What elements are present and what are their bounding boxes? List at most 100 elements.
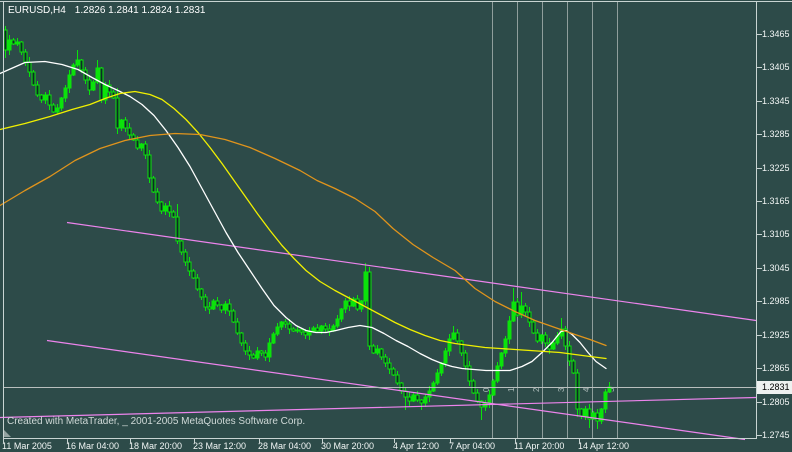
candle-body — [95, 67, 100, 83]
candle-body — [467, 365, 472, 382]
ma-slow-orange[interactable] — [0, 132, 607, 347]
candle-body — [3, 29, 8, 51]
candle-body — [287, 323, 292, 330]
candle-body — [147, 154, 152, 179]
candle-body — [75, 59, 80, 66]
candle-body — [55, 107, 60, 113]
candle-body — [507, 320, 512, 340]
candle-body — [47, 94, 52, 106]
candle-body — [583, 408, 588, 417]
candle-body — [87, 79, 92, 91]
candle-body — [11, 39, 16, 45]
candle-body — [535, 332, 540, 342]
candle-body — [407, 396, 412, 402]
candle-body — [155, 191, 160, 203]
candle-body — [143, 143, 148, 156]
candle-body — [271, 333, 276, 344]
candle-body — [27, 61, 32, 73]
candle-body — [59, 97, 64, 109]
candle-body — [451, 332, 456, 340]
price-axis-label-1.2745: 1.2745 — [762, 430, 790, 440]
vertical-line-label-0: 0 — [482, 387, 491, 392]
candle-body — [299, 329, 304, 333]
candle-body — [447, 338, 452, 352]
chart-frame — [0, 1, 792, 443]
current-price-badge: 1.2831 — [757, 380, 792, 394]
candle-body — [243, 342, 248, 352]
candle-body — [79, 59, 84, 71]
candle-body — [91, 81, 96, 91]
candle-body — [415, 394, 420, 401]
descending-channel-lower[interactable] — [46, 339, 746, 441]
trendlines-group — [0, 221, 757, 441]
candle-body — [439, 362, 444, 374]
candle-body — [251, 354, 256, 359]
vertical-line-label-4: 4 — [582, 387, 591, 392]
chart-title: EURUSD,H4 1.2826 1.2841 1.2824 1.2831 — [8, 5, 205, 16]
candle-body — [543, 334, 548, 344]
candle-body — [391, 368, 396, 376]
ma-fast-white[interactable] — [0, 60, 607, 372]
candle-body — [267, 342, 272, 358]
candle-body — [239, 332, 244, 344]
vertical-line-label-1: 1 — [507, 387, 516, 392]
scroll-anchor-triangle[interactable] — [4, 430, 11, 437]
candle-body — [31, 71, 36, 86]
time-axis-label: 18 Mar 20:00 — [129, 441, 183, 451]
candle-body — [231, 310, 236, 323]
candle-body — [371, 345, 376, 354]
ascending-trendline[interactable] — [0, 396, 757, 419]
candle-body — [343, 300, 348, 310]
candle-body — [39, 94, 44, 101]
candle-body — [23, 51, 28, 63]
candle-body — [167, 205, 172, 213]
candle-body — [579, 408, 584, 417]
candle-body — [227, 303, 232, 312]
candle-body — [531, 321, 536, 334]
candle-body — [207, 306, 212, 310]
candle-body — [571, 360, 576, 374]
candle-body — [591, 412, 596, 420]
candle-body — [319, 325, 324, 332]
copyright-label: Created with MetaTrader, _ 2001-2005 Met… — [7, 416, 306, 427]
time-axis-label: 14 Apr 12:00 — [578, 441, 630, 451]
candle-body — [295, 329, 300, 332]
candle-body — [7, 39, 12, 51]
time-axis-label: 16 Mar 04:00 — [66, 441, 120, 451]
price-axis-label-1.2985: 1.2985 — [762, 296, 790, 306]
candle-body — [71, 64, 76, 76]
ohlc-quote-label: 1.2826 1.2841 1.2824 1.2831 — [74, 5, 206, 16]
candle-body — [67, 74, 72, 89]
time-axis-label: 7 Apr 04:00 — [449, 441, 496, 451]
price-axis-label-1.3165: 1.3165 — [762, 196, 790, 206]
candle-body — [539, 334, 544, 342]
time-axis-label: 11 Apr 20:00 — [514, 441, 565, 451]
candle-body — [455, 332, 460, 342]
candle-body — [135, 139, 140, 149]
candle-body — [187, 261, 192, 272]
symbol-period-label: EURUSD,H4 — [8, 5, 66, 16]
price-axis-label-1.2805: 1.2805 — [762, 397, 790, 407]
candle-body — [151, 177, 156, 193]
price-axis-label-1.2925: 1.2925 — [762, 330, 790, 340]
candle-body — [595, 412, 600, 422]
moving-averages-group — [0, 60, 607, 372]
descending-channel-upper[interactable] — [66, 221, 757, 322]
candle-body — [515, 301, 520, 316]
candle-body — [275, 326, 280, 335]
candle-body — [35, 84, 40, 96]
candle-body — [63, 87, 68, 99]
candle-body — [123, 119, 128, 129]
candle-body — [107, 84, 112, 93]
candle-body — [563, 328, 568, 347]
candle-body — [303, 331, 308, 336]
candle-body — [479, 400, 484, 408]
candle-body — [247, 350, 252, 356]
ma-mid-yellow[interactable] — [0, 90, 607, 360]
candle-body — [131, 134, 136, 141]
candle-body — [603, 391, 608, 410]
candle-body — [599, 408, 604, 422]
candle-body — [487, 394, 492, 404]
